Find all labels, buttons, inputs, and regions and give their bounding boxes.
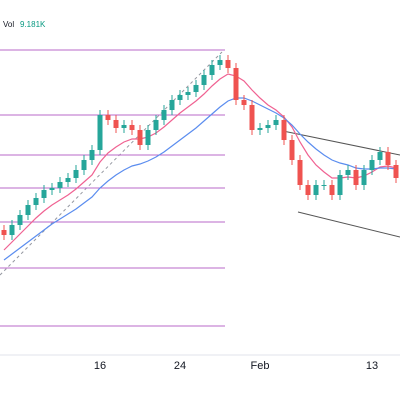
candle-body: [129, 125, 135, 130]
candle-body: [17, 215, 23, 225]
candle-body: [265, 125, 271, 128]
candle-body: [305, 185, 311, 195]
x-tick-label: 16: [94, 360, 106, 372]
candle-body: [321, 185, 327, 186]
candle-body: [73, 170, 79, 178]
candle-body: [217, 60, 223, 65]
candle-body: [57, 182, 63, 188]
candle-body: [273, 120, 279, 125]
candle-body: [153, 120, 159, 130]
x-tick-label: 13: [366, 360, 378, 372]
candle-body: [25, 205, 31, 215]
candle-body: [385, 152, 391, 165]
candle-body: [49, 188, 55, 190]
candle-body: [249, 105, 255, 130]
candle-body: [233, 68, 239, 100]
candle-body: [161, 110, 167, 120]
candle-body: [377, 152, 383, 160]
candle-body: [209, 65, 215, 75]
candle-body: [9, 225, 15, 235]
candle-body: [297, 160, 303, 185]
candle-body: [65, 178, 71, 182]
x-tick-label: 24: [174, 360, 186, 372]
candle-body: [89, 150, 95, 160]
candle-body: [137, 130, 143, 145]
candle-body: [145, 130, 151, 145]
candle-body: [41, 190, 47, 198]
candle-body: [97, 115, 103, 150]
trend-line: [0, 51, 223, 276]
candle-body: [81, 160, 87, 170]
volume-value: 9.181K: [20, 20, 46, 29]
candle-body: [289, 140, 295, 160]
moving-average: [3, 97, 397, 261]
candle-body: [393, 165, 399, 178]
candle-body: [169, 100, 175, 110]
candle-body: [241, 100, 247, 105]
candle-body: [225, 60, 231, 68]
candle-body: [105, 115, 111, 120]
candle-body: [33, 198, 39, 205]
candle-body: [193, 85, 199, 92]
candle-body: [361, 170, 367, 185]
channel-lower: [297, 211, 400, 238]
candle-body: [1, 230, 7, 235]
x-tick-label: Feb: [251, 360, 270, 372]
candle-body: [281, 120, 287, 140]
candle-body: [257, 128, 263, 130]
candle-body: [337, 175, 343, 195]
candle-body: [185, 92, 191, 95]
candle-body: [113, 120, 119, 128]
candle-body: [201, 75, 207, 85]
candle-body: [121, 125, 127, 128]
moving-average: [3, 73, 397, 251]
candle-body: [329, 185, 335, 195]
candle-body: [353, 170, 359, 185]
candle-body: [369, 160, 375, 170]
candle-body: [345, 170, 351, 175]
candle-body: [313, 185, 319, 195]
volume-label: Vol: [3, 20, 14, 29]
candle-body: [177, 95, 183, 100]
